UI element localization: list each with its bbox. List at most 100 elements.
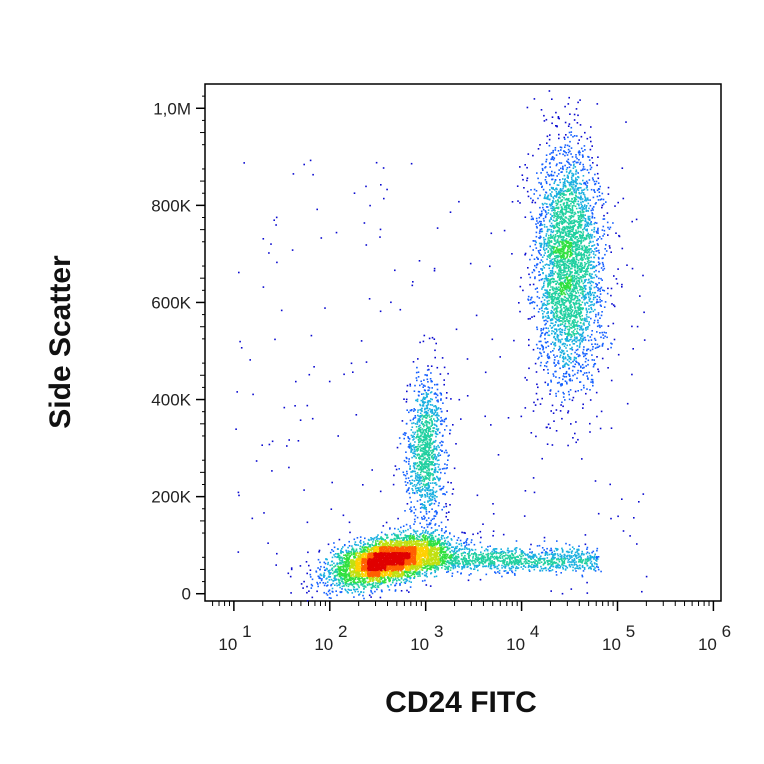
- event-dot: [592, 206, 595, 208]
- event-dot: [586, 375, 588, 377]
- event-dot: [419, 404, 422, 407]
- event-dot: [412, 410, 415, 412]
- event-dot: [484, 560, 487, 563]
- event-dot: [596, 346, 598, 349]
- event-dot: [542, 564, 545, 566]
- event-dot: [414, 455, 416, 458]
- event-dot: [422, 384, 425, 387]
- event-dot: [546, 297, 548, 299]
- event-dot: [271, 440, 274, 443]
- event-dot: [588, 305, 590, 307]
- event-dot: [579, 151, 581, 154]
- event-dot: [478, 564, 481, 566]
- event-dot: [474, 548, 477, 551]
- event-dot: [358, 586, 360, 589]
- event-dot: [460, 418, 462, 420]
- event-dot: [375, 536, 378, 539]
- event-dot: [568, 207, 570, 210]
- event-dot: [558, 349, 560, 351]
- event-dot: [428, 533, 431, 536]
- event-dot: [418, 427, 421, 430]
- event-dot: [591, 563, 593, 566]
- event-dot: [306, 591, 308, 594]
- event-dot: [327, 543, 330, 546]
- event-dot: [511, 253, 513, 255]
- event-dot: [309, 576, 312, 578]
- event-dot: [363, 587, 365, 590]
- event-dot: [568, 131, 571, 134]
- event-dot: [582, 348, 585, 351]
- event-dot: [573, 189, 575, 191]
- event-dot: [579, 163, 581, 165]
- event-dot: [330, 578, 333, 581]
- event-dot: [350, 362, 353, 365]
- event-dot: [577, 292, 580, 294]
- event-dot: [472, 557, 474, 559]
- event-dot: [570, 186, 573, 188]
- event-dot: [506, 554, 509, 557]
- event-dot: [288, 466, 290, 469]
- event-dot: [429, 378, 432, 380]
- event-dot: [585, 209, 588, 211]
- event-dot: [524, 559, 527, 562]
- event-dot: [435, 490, 438, 493]
- event-dot: [415, 463, 417, 465]
- event-dot: [590, 294, 592, 297]
- event-dot: [313, 366, 315, 368]
- event-dot: [375, 161, 378, 164]
- event-dot: [582, 219, 584, 222]
- event-dot: [541, 278, 544, 280]
- event-dot: [589, 282, 592, 285]
- event-dot: [352, 548, 355, 551]
- event-dot: [572, 374, 574, 377]
- event-dot: [537, 177, 539, 180]
- event-dot: [577, 187, 580, 189]
- event-dot: [540, 213, 543, 216]
- event-dot: [556, 232, 558, 234]
- event-dot: [567, 331, 570, 333]
- event-dot: [394, 590, 397, 592]
- event-dot: [414, 415, 417, 417]
- event-dot: [419, 416, 422, 418]
- event-dot: [402, 471, 405, 474]
- event-dot: [463, 559, 466, 562]
- event-dot: [407, 437, 410, 439]
- event-dot: [575, 173, 577, 175]
- event-dot: [324, 307, 326, 309]
- event-dot: [579, 210, 582, 213]
- event-dot: [585, 309, 588, 311]
- event-dot: [436, 428, 439, 431]
- event-dot: [598, 258, 600, 260]
- event-dot: [591, 234, 594, 236]
- event-dot: [419, 533, 422, 536]
- event-dot: [544, 381, 547, 384]
- event-dot: [420, 408, 422, 411]
- event-dot: [522, 565, 525, 567]
- event-dot: [580, 292, 582, 294]
- event-dot: [586, 328, 589, 330]
- event-dot: [520, 557, 523, 560]
- event-dot: [556, 553, 559, 555]
- event-dot: [566, 336, 568, 338]
- event-dot: [337, 554, 340, 556]
- event-dot: [544, 562, 547, 564]
- event-dot: [445, 397, 448, 399]
- event-dot: [430, 391, 433, 393]
- event-dot: [543, 249, 546, 252]
- event-dot: [563, 556, 566, 559]
- event-dot: [586, 186, 588, 188]
- event-dot: [573, 164, 575, 167]
- event-dot: [405, 423, 408, 425]
- event-dot: [353, 192, 356, 194]
- event-dot: [371, 469, 373, 471]
- event-dot: [626, 264, 628, 266]
- event-dot: [550, 158, 552, 161]
- event-dot: [553, 330, 555, 333]
- event-dot: [513, 556, 515, 559]
- event-dot: [299, 419, 302, 421]
- event-dot: [597, 177, 600, 180]
- event-dot: [522, 551, 525, 553]
- event-dot: [350, 589, 352, 591]
- event-dot: [430, 433, 432, 436]
- event-dot: [543, 267, 546, 269]
